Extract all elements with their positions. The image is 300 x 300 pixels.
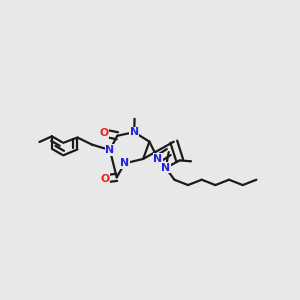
Text: N: N <box>161 163 170 173</box>
Text: N: N <box>130 127 139 137</box>
Text: N: N <box>105 145 114 155</box>
Text: N: N <box>120 158 129 168</box>
Text: O: O <box>99 128 109 138</box>
Text: N: N <box>154 154 163 164</box>
Text: O: O <box>100 174 110 184</box>
